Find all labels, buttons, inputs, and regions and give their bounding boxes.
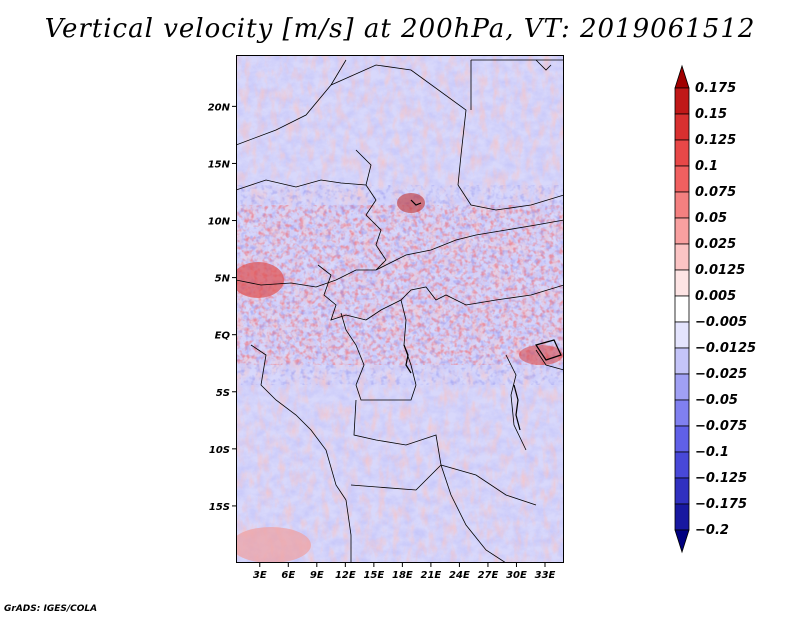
colorbar-box <box>674 295 690 323</box>
colorbar-level-label: 0.125 <box>695 133 736 148</box>
colorbar-level-label: −0.025 <box>695 367 747 382</box>
colorbar-level-label: 0.005 <box>695 289 736 304</box>
colorbar-level-label: −0.1 <box>695 445 729 460</box>
velocity-map <box>236 55 564 563</box>
lat-tick-label: 5N <box>215 274 231 285</box>
colorbar-level-label: 0.05 <box>695 211 727 226</box>
lakes <box>403 199 562 431</box>
colorbar-level-label: −0.005 <box>695 315 747 330</box>
lat-tick-label: 15N <box>208 159 231 170</box>
country-borders <box>236 59 564 563</box>
colorbar-level-label: −0.175 <box>695 497 747 512</box>
colorbar-level-label: 0.0125 <box>695 263 745 278</box>
field-convective-blue <box>236 185 564 385</box>
lat-tick-label: 10N <box>208 217 231 228</box>
lat-tick-label: 5S <box>216 388 230 399</box>
colorbar-box <box>674 321 690 349</box>
colorbar-labels: 0.175 0.15 0.125 0.1 0.075 0.05 0.025 0.0125 0.0… <box>695 81 756 538</box>
colorbar-box <box>674 529 690 554</box>
lon-ticks: 3E 6E 9E 12E 15E 18E 21E 24E 27E 30E 33E <box>253 563 556 581</box>
colorbar-box <box>674 503 690 531</box>
colorbar-box <box>674 269 690 297</box>
colorbar-box <box>674 191 690 219</box>
lat-tick-label: 10S <box>209 445 230 456</box>
colorbar-level-label: −0.0125 <box>695 341 756 356</box>
colorbar-level-label: 0.175 <box>695 81 736 96</box>
chart-title: Vertical velocity [m/s] at 200hPa, VT: 2… <box>44 14 756 44</box>
lon-tick-label: 12E <box>335 570 356 581</box>
colorbar-level-label: −0.125 <box>695 471 747 486</box>
colorbar-level-label: 0.075 <box>695 185 736 200</box>
lon-tick-label: 9E <box>310 570 324 581</box>
colorbar-box <box>674 347 690 375</box>
colorbar-box <box>674 373 690 401</box>
map-border <box>236 55 564 563</box>
colorbar-level-label: 0.025 <box>695 237 736 252</box>
colorbar-box <box>674 451 690 479</box>
colorbar-box <box>674 217 690 245</box>
lon-tick-label: 21E <box>421 570 442 581</box>
colorbar-level-label: −0.05 <box>695 393 738 408</box>
field-red-patch <box>236 262 284 298</box>
lon-tick-label: 6E <box>281 570 295 581</box>
colorbar-level-label: −0.2 <box>695 523 729 538</box>
colorbar-box <box>674 425 690 453</box>
colorbar-box <box>674 477 690 505</box>
lat-ticks: 20N 15N 10N 5N EQ 5S 10S 15S <box>208 102 236 513</box>
colorbar-boxes <box>674 64 690 554</box>
colorbar-level-label: 0.15 <box>695 107 727 122</box>
colorbar-box <box>674 139 690 167</box>
lon-tick-label: 33E <box>535 570 556 581</box>
lat-tick-label: 15S <box>209 502 230 513</box>
colorbar-box <box>674 243 690 271</box>
colorbar-box <box>674 87 690 115</box>
lat-tick-label: EQ <box>215 331 231 342</box>
lon-tick-label: 15E <box>363 570 384 581</box>
lat-tick-label: 20N <box>208 102 231 113</box>
lon-tick-label: 27E <box>478 570 499 581</box>
field-red-patch <box>236 527 311 563</box>
colorbar-box <box>674 113 690 141</box>
colorbar-box <box>674 399 690 427</box>
lon-tick-label: 3E <box>253 570 267 581</box>
colorbar-box <box>674 64 690 89</box>
lon-tick-label: 24E <box>449 570 470 581</box>
field-red-patch <box>519 345 563 365</box>
lon-tick-label: 30E <box>506 570 527 581</box>
colorbar-level-label: −0.075 <box>695 419 747 434</box>
credit-label: GrADS: IGES/COLA <box>4 604 98 614</box>
lon-tick-label: 18E <box>392 570 413 581</box>
colorbar-level-label: 0.1 <box>695 159 718 174</box>
field-red-patch <box>397 193 425 213</box>
colorbar-box <box>674 165 690 193</box>
